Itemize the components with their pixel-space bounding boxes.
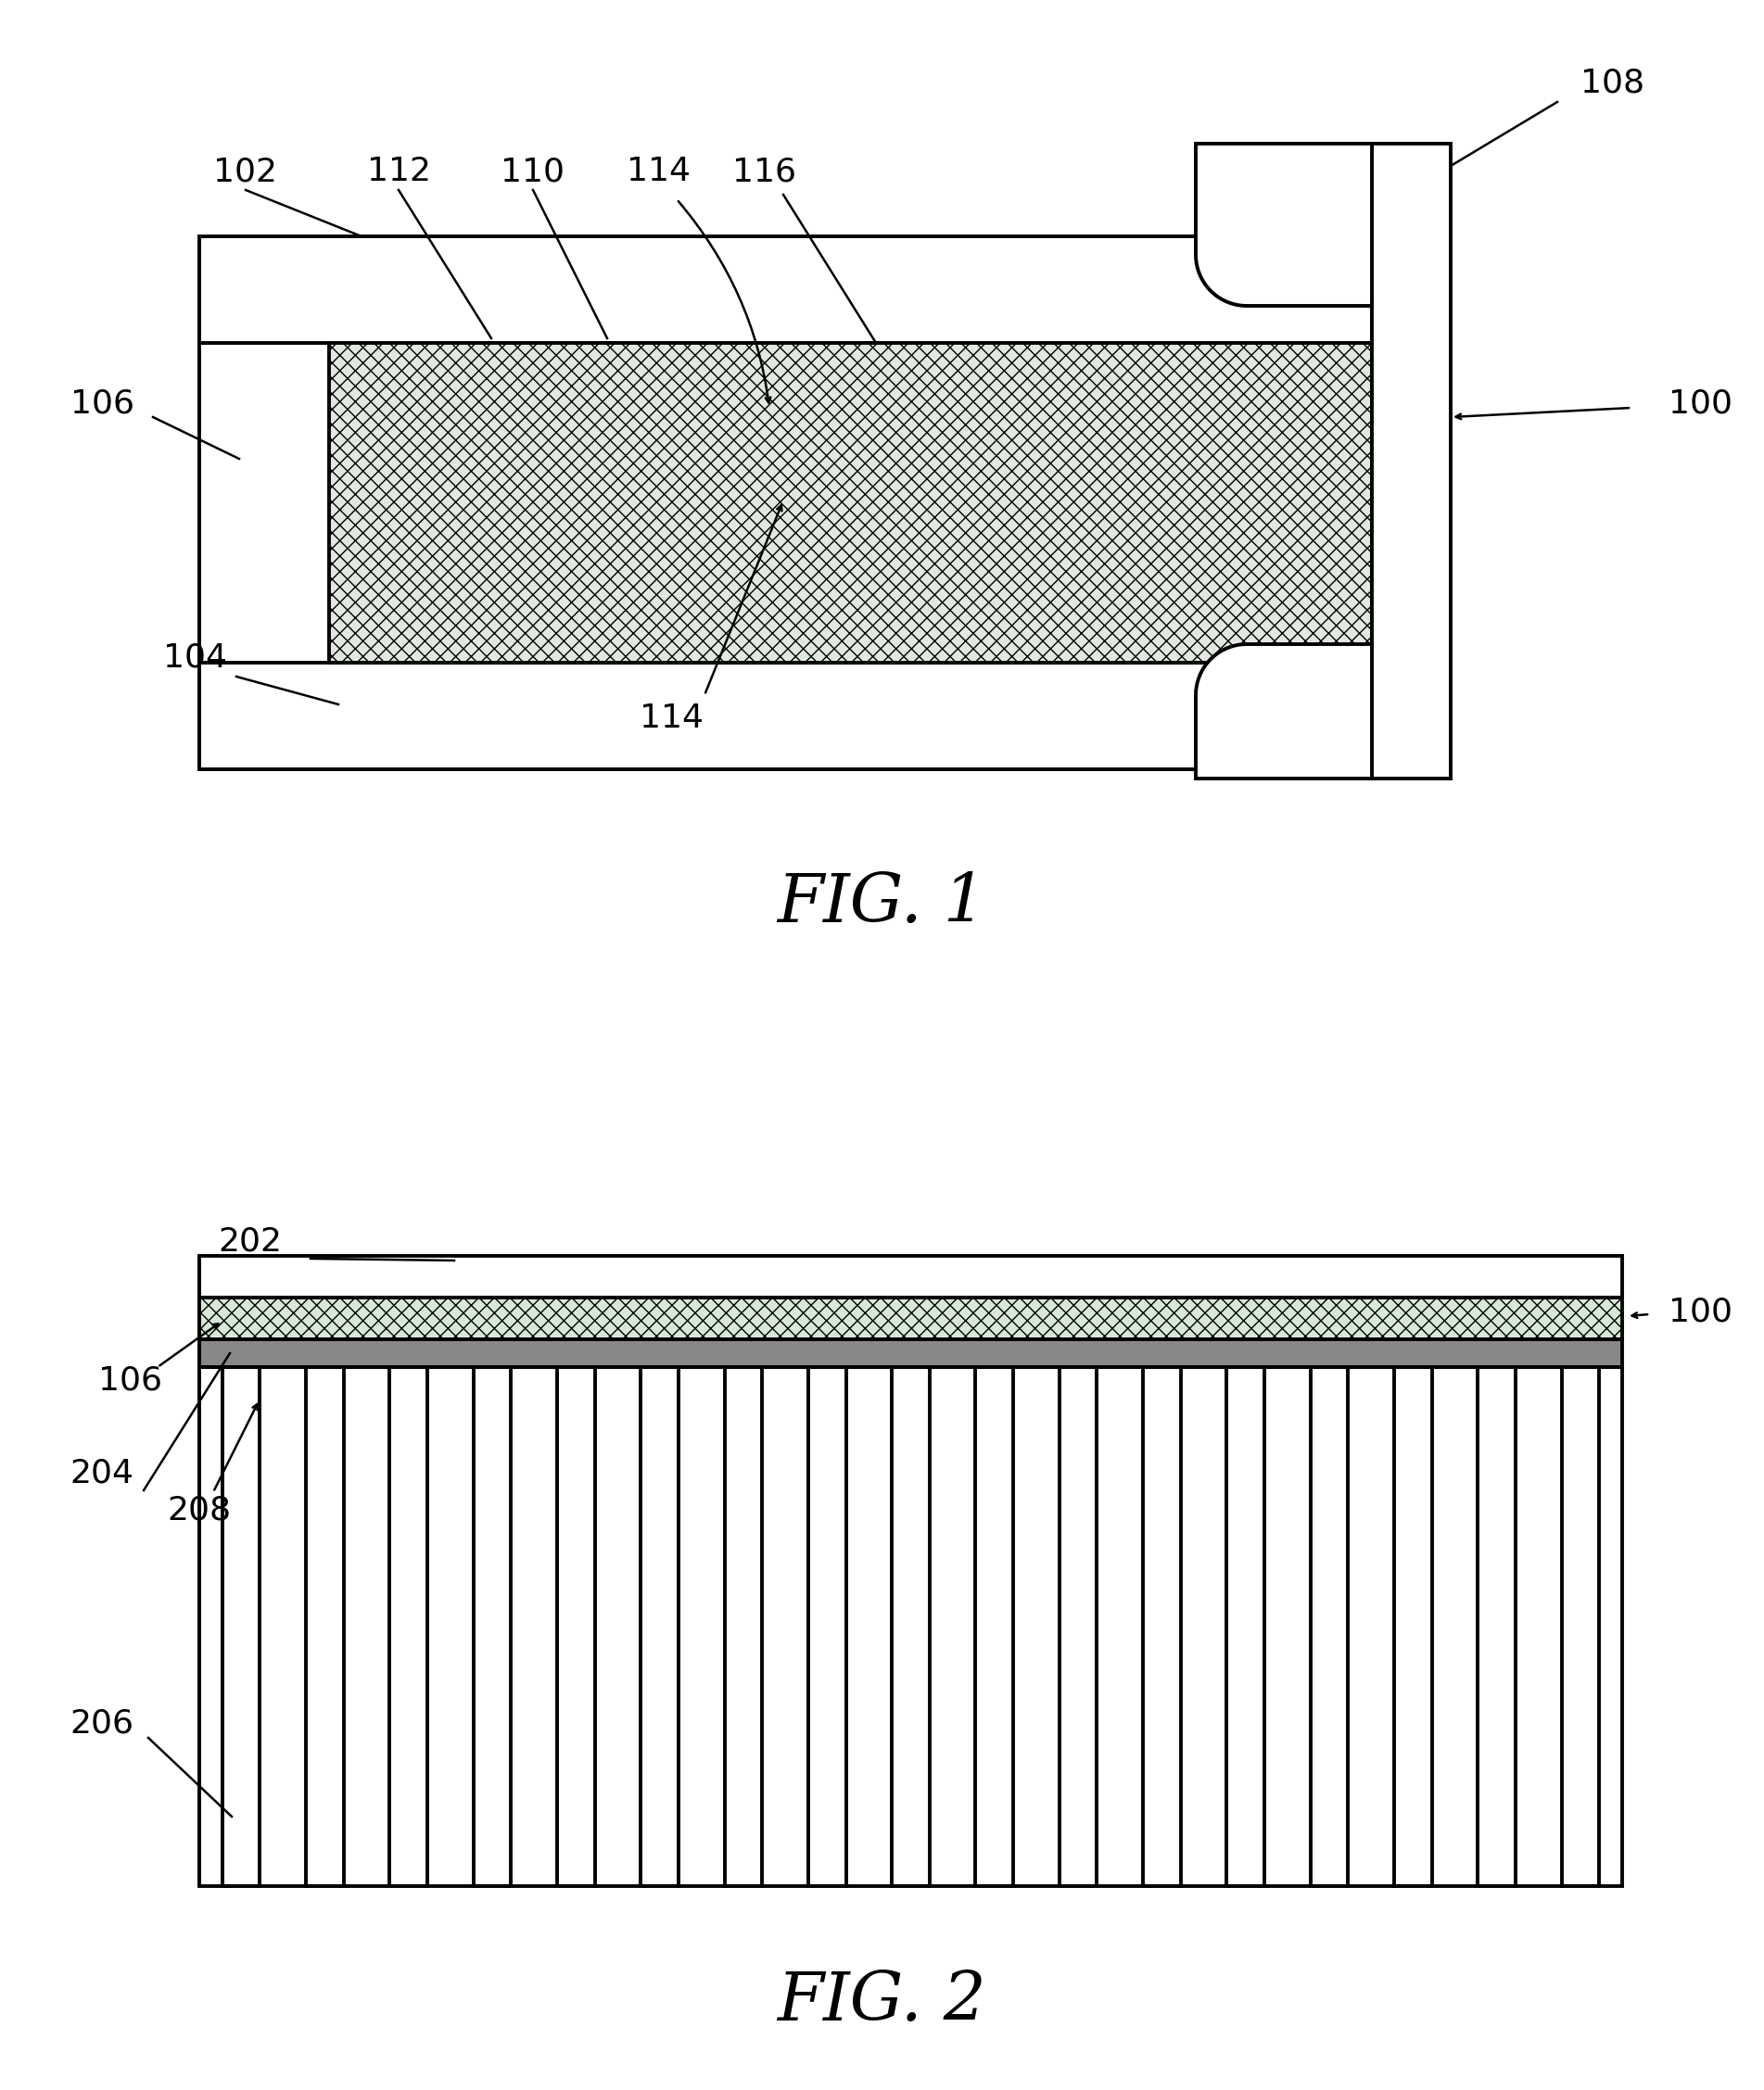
Bar bbox=[199, 1298, 1623, 1340]
Text: 100: 100 bbox=[1669, 1296, 1732, 1327]
Bar bbox=[893, 1367, 930, 1885]
Bar bbox=[1311, 1367, 1348, 1885]
Bar bbox=[1143, 1367, 1180, 1885]
Text: 108: 108 bbox=[1581, 67, 1646, 98]
Bar bbox=[640, 1367, 679, 1885]
Text: 114: 114 bbox=[626, 157, 690, 188]
Bar bbox=[975, 1367, 1013, 1885]
Text: 206: 206 bbox=[71, 1708, 134, 1739]
Bar bbox=[199, 236, 1372, 343]
Text: 116: 116 bbox=[732, 157, 797, 188]
Text: 208: 208 bbox=[168, 1494, 231, 1526]
Bar bbox=[1372, 144, 1450, 780]
Text: 102: 102 bbox=[213, 157, 277, 188]
Bar bbox=[330, 343, 1372, 663]
Text: FIG. 2: FIG. 2 bbox=[776, 1969, 986, 2036]
Polygon shape bbox=[1196, 144, 1372, 305]
Text: 110: 110 bbox=[501, 157, 564, 188]
Bar bbox=[199, 663, 1372, 769]
Text: 100: 100 bbox=[1669, 387, 1732, 418]
Text: 104: 104 bbox=[162, 642, 226, 673]
Text: 202: 202 bbox=[219, 1227, 282, 1258]
Bar bbox=[1478, 1367, 1515, 1885]
Bar bbox=[305, 1367, 344, 1885]
Bar bbox=[390, 1367, 427, 1885]
Bar bbox=[222, 1367, 259, 1885]
Bar bbox=[808, 1367, 847, 1885]
Bar bbox=[199, 1367, 1623, 1885]
Text: 106: 106 bbox=[71, 387, 134, 418]
Bar bbox=[199, 1256, 1623, 1298]
Bar bbox=[473, 1367, 512, 1885]
Text: 204: 204 bbox=[71, 1459, 134, 1490]
Bar bbox=[199, 1340, 1623, 1367]
Bar bbox=[1226, 1367, 1265, 1885]
Text: FIG. 1: FIG. 1 bbox=[776, 872, 986, 936]
Text: 106: 106 bbox=[97, 1365, 162, 1396]
Bar bbox=[1060, 1367, 1097, 1885]
Text: 112: 112 bbox=[367, 157, 430, 188]
Bar bbox=[557, 1367, 594, 1885]
Text: 114: 114 bbox=[640, 702, 704, 734]
Bar bbox=[1561, 1367, 1600, 1885]
Bar bbox=[199, 343, 1372, 663]
Bar bbox=[725, 1367, 762, 1885]
Polygon shape bbox=[1196, 644, 1372, 780]
Bar bbox=[1394, 1367, 1432, 1885]
